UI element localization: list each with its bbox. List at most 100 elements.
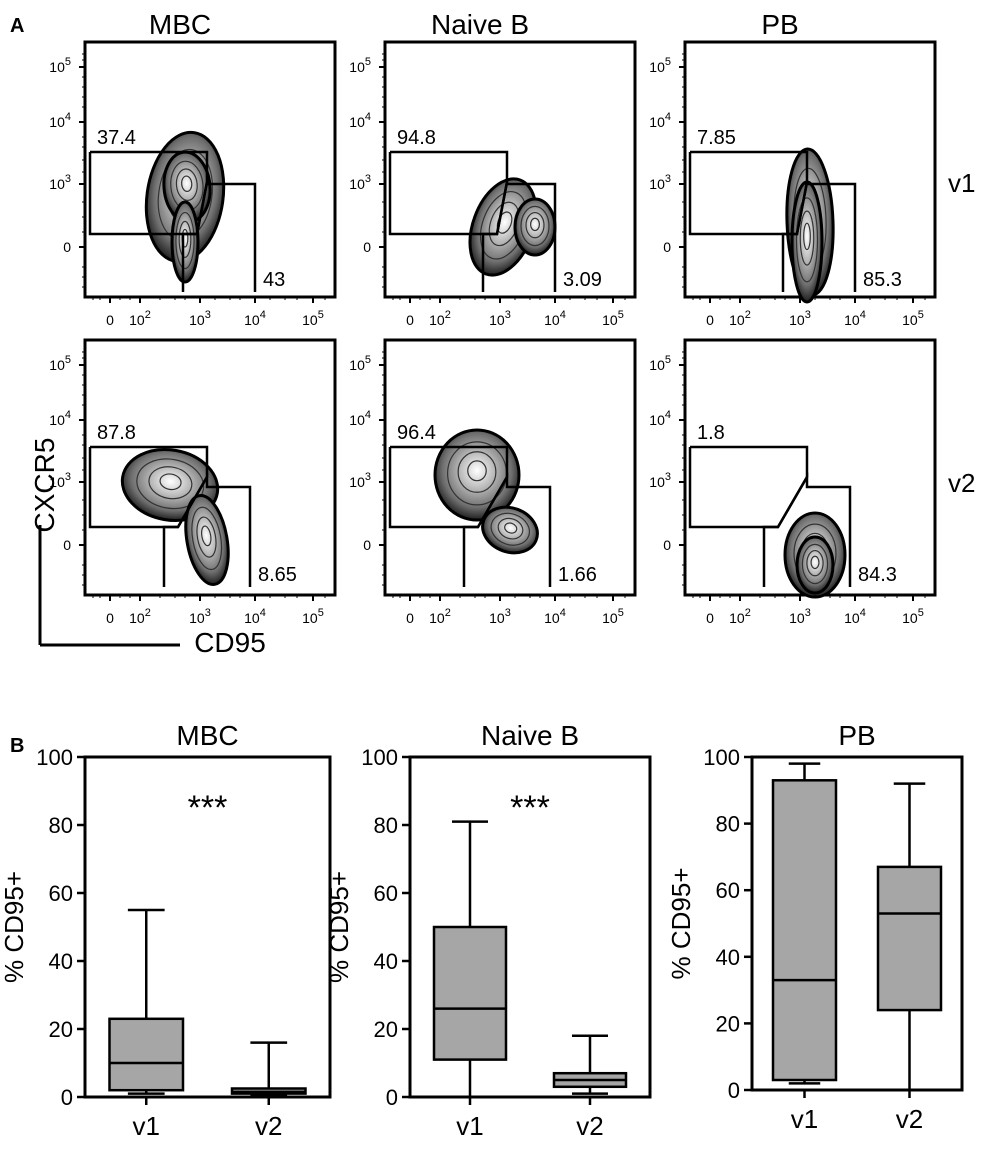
flow-y-tick-label: 104 (649, 409, 671, 428)
contour-line (457, 451, 497, 493)
contour-line (181, 175, 193, 193)
flow-y-tick-label: 0 (363, 239, 371, 255)
contour-line (810, 555, 820, 570)
flow-row-label-v1: v1 (948, 168, 975, 198)
gate-lower-right (781, 181, 857, 292)
gate-value-upper: 37.4 (97, 127, 136, 149)
gate-lower-right (162, 472, 252, 587)
boxplot-box (432, 925, 508, 1061)
flow-y-tick-label: 0 (63, 239, 71, 255)
gate-lower-right (762, 472, 852, 587)
boxplot-title: PB (838, 720, 875, 751)
gate-value-upper: 96.4 (397, 422, 436, 444)
flow-x-tick-label: 102 (729, 607, 751, 626)
boxplot-y-tick-label: 0 (728, 1078, 740, 1103)
boxplot-y-tick-label: 80 (374, 813, 398, 838)
flow-x-tick-label: 0 (706, 610, 714, 626)
contour-line (803, 222, 811, 251)
boxplot-ylabel: % CD95+ (666, 868, 696, 980)
flow-y-tick-label: 104 (349, 409, 371, 428)
significance-annotation: *** (510, 789, 550, 827)
contour-line (806, 549, 824, 577)
contour-line (175, 168, 198, 202)
boxplot-y-tick-label: 20 (49, 1017, 73, 1042)
contour-line (148, 466, 193, 500)
panel-label-b: B (10, 735, 24, 757)
flow-x-tick-label: 103 (489, 607, 511, 626)
flow-col-title-mbc: MBC (149, 9, 211, 40)
boxplot-0: MBC % CD95+ 0 20 40 60 80 100 v1 v2 *** (0, 720, 332, 1141)
contour-line (530, 217, 541, 232)
flow-y-tick-label: 0 (663, 537, 671, 553)
flow-y-tick-label: 103 (649, 471, 671, 490)
boxplot-category-label: v1 (791, 1104, 818, 1134)
flow-y-tick-label: 105 (349, 354, 371, 373)
flow-y-tick-label: 104 (49, 111, 71, 130)
boxplot-y-tick-label: 60 (716, 878, 740, 903)
gate-value-upper: 7.85 (697, 127, 736, 149)
boxplot-ylabel: % CD95+ (324, 871, 354, 983)
gate-value-upper: 94.8 (397, 127, 436, 149)
flow-x-tick-label: 0 (406, 610, 414, 626)
boxplot-y-tick-label: 40 (374, 949, 398, 974)
gate-value-lower: 85.3 (863, 269, 902, 291)
boxplot-category-label: v2 (896, 1104, 923, 1134)
contour-line (795, 197, 819, 283)
flow-plot-0-0: 37.4 43 105 104 103 0 0 102 103 104 105 (49, 40, 337, 328)
flow-col-title-naive-b: Naive B (431, 9, 529, 40)
gate-lower-right (181, 181, 257, 292)
flow-y-tick-label: 105 (49, 354, 71, 373)
flow-x-tick-label: 103 (189, 607, 211, 626)
flow-x-tick-label: 105 (602, 309, 624, 328)
boxplot-title: Naive B (481, 720, 579, 751)
boxplot-category-label: v1 (456, 1111, 483, 1141)
boxplot-y-tick-label: 40 (716, 945, 740, 970)
flow-x-tick-label: 0 (106, 312, 114, 328)
boxplot-y-tick-label: 0 (386, 1085, 398, 1110)
flow-x-tick-label: 102 (729, 309, 751, 328)
gate-value-lower: 43 (263, 269, 285, 291)
flow-y-tick-label: 103 (49, 173, 71, 192)
boxplot-y-tick-label: 80 (49, 813, 73, 838)
y-axis-label-cxcr5: CXCR5 (29, 438, 60, 533)
flow-y-tick-label: 103 (349, 173, 371, 192)
boxplot-1: Naive B % CD95+ 0 20 40 60 80 100 v1 v2 *** (324, 720, 652, 1141)
flow-x-tick-label: 105 (302, 309, 324, 328)
boxplot-title: MBC (176, 720, 238, 751)
contour-line (504, 522, 518, 534)
flow-x-tick-label: 105 (302, 607, 324, 626)
flow-x-tick-label: 0 (706, 312, 714, 328)
flow-plot-1-2: 1.8 84.3 105 104 103 0 0 102 103 104 105 (649, 338, 937, 626)
boxplot-ylabel: % CD95+ (0, 871, 29, 983)
flow-x-tick-label: 104 (244, 607, 266, 626)
boxplot-frame (83, 755, 332, 1099)
flow-x-tick-label: 103 (489, 309, 511, 328)
contour-line (191, 506, 223, 571)
flow-x-tick-label: 104 (544, 309, 566, 328)
gate-value-lower: 8.65 (258, 564, 297, 586)
gate-value-lower: 84.3 (858, 564, 897, 586)
flow-x-tick-label: 105 (902, 607, 924, 626)
flow-x-tick-label: 102 (129, 309, 151, 328)
contour-line (175, 211, 195, 270)
contour-line (201, 525, 212, 547)
flow-x-tick-label: 102 (429, 607, 451, 626)
flow-x-tick-label: 0 (406, 312, 414, 328)
flow-x-tick-label: 103 (789, 607, 811, 626)
panel-label-a: A (10, 15, 24, 37)
flow-y-tick-label: 105 (649, 354, 671, 373)
contour-blob (433, 428, 521, 522)
contour-line (196, 516, 217, 558)
boxplot-category-label: v2 (576, 1111, 603, 1141)
boxplot-frame (408, 755, 652, 1099)
contour-line (159, 473, 182, 491)
boxplot-y-tick-label: 60 (374, 881, 398, 906)
boxplot-y-tick-label: 40 (49, 949, 73, 974)
boxplot-2: PB % CD95+ 0 20 40 60 80 100 v1 v2 (666, 720, 964, 1134)
flow-x-tick-label: 105 (602, 607, 624, 626)
boxplot-box (771, 779, 838, 1082)
contour-line (525, 211, 545, 239)
boxplot-y-tick-label: 60 (49, 881, 73, 906)
flow-y-tick-label: 0 (663, 239, 671, 255)
